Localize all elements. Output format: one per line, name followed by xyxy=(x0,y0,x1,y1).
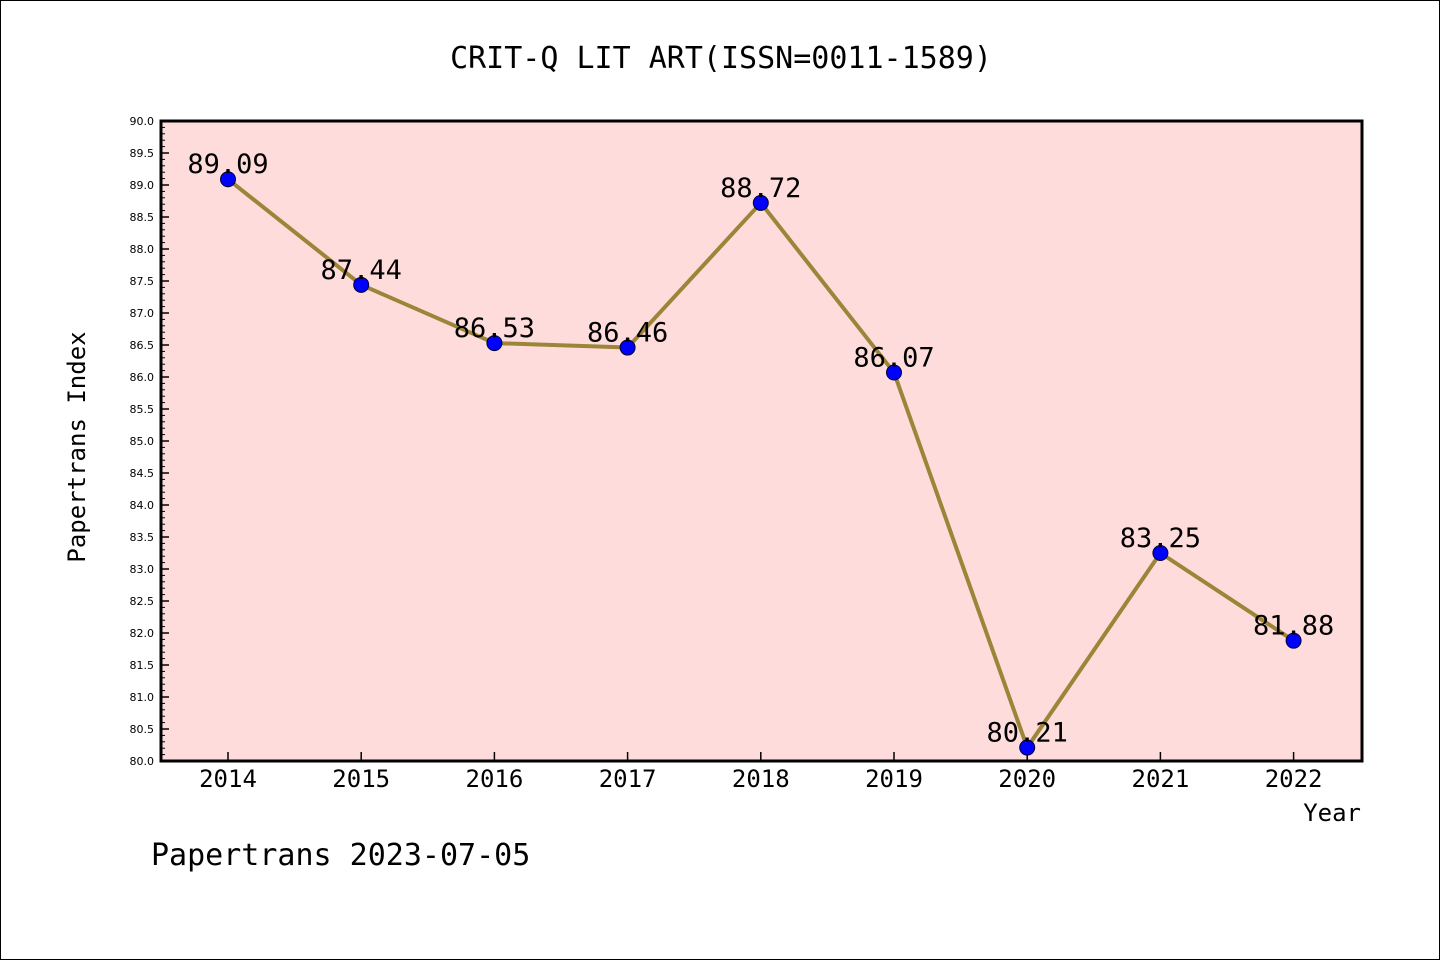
data-point xyxy=(619,339,636,356)
x-tick-label: 2021 xyxy=(1132,765,1190,793)
y-tick-label: 84.5 xyxy=(130,467,155,480)
data-label: 83.25 xyxy=(1120,523,1201,554)
x-tick-label: 2018 xyxy=(732,765,790,793)
data-point xyxy=(486,335,503,352)
y-tick-label: 86.5 xyxy=(130,339,155,352)
data-point xyxy=(1152,545,1169,561)
footer-text: Papertrans 2023-07-05 xyxy=(151,838,530,873)
y-tick-label: 85.0 xyxy=(130,435,155,448)
x-tick-label: 2019 xyxy=(865,765,923,793)
plot-area xyxy=(161,121,1362,761)
data-label: 81.88 xyxy=(1253,611,1334,642)
y-tick-label: 83.5 xyxy=(130,531,155,544)
x-tick-label: 2016 xyxy=(466,765,524,793)
y-tick-label: 80.0 xyxy=(130,755,155,768)
x-axis: 2014 2015 2016 2017 2018 2019 2020 2021 2022 xyxy=(199,752,1322,793)
data-label: 89.09 xyxy=(187,149,268,180)
y-tick-label: 81.5 xyxy=(130,659,155,672)
y-tick-label: 83.0 xyxy=(130,563,155,576)
y-tick-label: 82.0 xyxy=(130,627,155,640)
data-label: 86.07 xyxy=(853,343,934,374)
data-point xyxy=(220,171,236,188)
y-tick-label: 82.5 xyxy=(130,595,155,608)
y-tick-label: 87.0 xyxy=(130,307,155,320)
data-label: 86.53 xyxy=(454,313,535,344)
data-points xyxy=(220,171,1302,756)
y-tick-label: 80.5 xyxy=(130,723,155,736)
y-tick-label: 88.5 xyxy=(130,211,155,224)
plot-border xyxy=(159,119,1364,763)
x-tick-label: 2014 xyxy=(199,765,257,793)
data-point xyxy=(1019,739,1036,756)
y-tick-label: 88.0 xyxy=(130,243,155,256)
y-tick-label: 84.0 xyxy=(130,499,155,512)
data-label: 86.46 xyxy=(587,318,668,349)
x-tick-label: 2022 xyxy=(1265,765,1323,793)
y-tick-label: 89.0 xyxy=(130,179,155,192)
x-tick-label: 2020 xyxy=(998,765,1056,793)
y-tick-label: 86.0 xyxy=(130,371,155,384)
x-axis-label: Year xyxy=(1303,799,1361,827)
data-label: 87.44 xyxy=(321,255,402,286)
data-point xyxy=(886,364,902,381)
y-tick-label: 89.5 xyxy=(130,147,155,160)
x-tick-label: 2017 xyxy=(599,765,657,793)
data-label: 80.21 xyxy=(987,718,1068,749)
y-axis-label: Papertrans Index xyxy=(63,331,91,562)
x-tick-label: 2015 xyxy=(332,765,390,793)
y-axis: 80.0 80.5 81.0 81.5 82.0 82.5 83.0 83.5 84.0 84.5… xyxy=(130,115,169,768)
y-tick-label: 90.0 xyxy=(130,115,155,128)
data-point xyxy=(752,194,769,211)
chart-title: CRIT-Q LIT ART(ISSN=0011-1589) xyxy=(450,41,992,76)
data-point xyxy=(1285,632,1302,649)
y-tick-label: 81.0 xyxy=(130,691,155,704)
y-tick-label: 87.5 xyxy=(130,275,155,288)
data-label: 88.72 xyxy=(720,173,801,204)
data-point xyxy=(353,276,370,293)
y-tick-label: 85.5 xyxy=(130,403,155,416)
data-labels: 89.09 87.44 86.53 86.46 88.72 86.07 80.21 83.25… xyxy=(187,149,1334,748)
